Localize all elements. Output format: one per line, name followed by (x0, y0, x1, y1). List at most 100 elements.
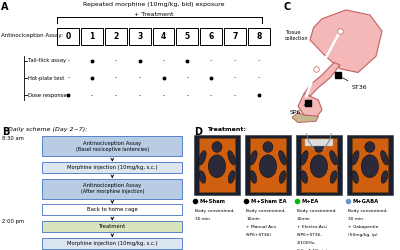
Ellipse shape (351, 150, 359, 165)
Ellipse shape (212, 142, 222, 152)
Ellipse shape (352, 171, 358, 183)
Bar (347, 135, 393, 195)
Ellipse shape (314, 142, 324, 152)
Text: 4: 4 (161, 32, 166, 41)
Text: D: D (194, 127, 202, 137)
Ellipse shape (279, 150, 286, 165)
Text: 30min: 30min (297, 217, 311, 221)
Bar (42, 238, 182, 249)
Text: 3: 3 (137, 32, 142, 41)
Bar (129, 28, 151, 45)
Bar (42, 136, 182, 156)
Text: 6: 6 (208, 32, 214, 41)
Text: Treatment: Treatment (99, 224, 126, 229)
Text: -: - (186, 93, 188, 98)
Text: -: - (210, 93, 212, 98)
Text: 7: 7 (232, 32, 238, 41)
Text: + Manual Acu: + Manual Acu (246, 225, 276, 229)
Bar (81, 28, 103, 45)
Bar (300, 138, 337, 192)
Bar (248, 28, 270, 45)
Text: (50mg/kg, ip): (50mg/kg, ip) (348, 233, 378, 237)
Ellipse shape (310, 155, 328, 178)
Ellipse shape (279, 171, 286, 183)
Text: Body constrained,: Body constrained, (195, 209, 235, 213)
Text: + Gabapentin: + Gabapentin (348, 225, 378, 229)
Text: ST36: ST36 (340, 76, 368, 90)
Text: -: - (115, 93, 117, 98)
Text: (SP6+ST36): (SP6+ST36) (246, 233, 272, 237)
Bar (58, 28, 79, 45)
Text: B: B (2, 127, 9, 137)
Ellipse shape (365, 142, 375, 152)
Bar (305, 138, 333, 146)
Text: C: C (284, 2, 291, 12)
Ellipse shape (199, 171, 206, 183)
Text: M+Sham: M+Sham (200, 199, 226, 204)
Bar (42, 162, 182, 173)
Text: Hot-plate test: Hot-plate test (28, 76, 64, 80)
Ellipse shape (250, 171, 257, 183)
Text: Repeated morphine (10mg/kg, bid) exposure: Repeated morphine (10mg/kg, bid) exposur… (83, 2, 225, 6)
Text: 8: 8 (256, 32, 262, 41)
Text: -: - (234, 58, 236, 64)
Bar (224, 28, 246, 45)
Ellipse shape (250, 150, 257, 165)
Text: Antinociception Assay: Antinociception Assay (83, 183, 142, 188)
Text: -: - (162, 58, 165, 64)
Text: (After morphine injection): (After morphine injection) (80, 189, 144, 194)
Text: 2:00 pm: 2:00 pm (2, 220, 24, 224)
Bar (200, 28, 222, 45)
Ellipse shape (381, 171, 388, 183)
Text: 0.5mA 10min;: 0.5mA 10min; (297, 249, 328, 250)
Ellipse shape (263, 142, 273, 152)
Text: -: - (210, 58, 212, 64)
Text: + Electro-Acu: + Electro-Acu (297, 225, 327, 229)
Text: M+Sham EA: M+Sham EA (251, 199, 286, 204)
Text: Dose response: Dose response (28, 93, 67, 98)
Text: 10min: 10min (246, 217, 260, 221)
Bar (42, 221, 182, 232)
Text: 30 min: 30 min (195, 217, 210, 221)
Text: 30 min: 30 min (348, 217, 363, 221)
Text: 2: 2 (113, 32, 118, 41)
Ellipse shape (208, 155, 226, 178)
Ellipse shape (361, 155, 378, 178)
Polygon shape (310, 10, 382, 72)
Text: -: - (258, 76, 260, 80)
Text: 1: 1 (90, 32, 95, 41)
Polygon shape (292, 112, 318, 122)
Text: Tissue
collection: Tissue collection (285, 30, 308, 40)
Text: -: - (138, 93, 141, 98)
Ellipse shape (330, 171, 337, 183)
Bar (42, 204, 182, 215)
Text: (SP6+ST36,: (SP6+ST36, (297, 233, 323, 237)
Ellipse shape (198, 150, 206, 165)
Text: -: - (138, 76, 141, 80)
Ellipse shape (330, 150, 337, 165)
Text: -: - (234, 76, 236, 80)
Text: -: - (67, 76, 70, 80)
Text: -: - (91, 93, 93, 98)
Text: Back to home cage: Back to home cage (87, 207, 138, 212)
Text: 5: 5 (185, 32, 190, 41)
Text: Morphine injection (10mg/kg, s.c.): Morphine injection (10mg/kg, s.c.) (67, 240, 158, 246)
Bar (105, 28, 127, 45)
Text: + Treatment: + Treatment (134, 12, 174, 18)
Text: Antinociception Assay:: Antinociception Assay: (2, 34, 64, 38)
Ellipse shape (381, 150, 388, 165)
Text: Antinociception Assay: Antinociception Assay (83, 141, 142, 146)
Text: (Basel nociceptive lantencies): (Basel nociceptive lantencies) (76, 146, 149, 152)
Bar (352, 138, 388, 192)
Ellipse shape (259, 155, 277, 178)
Bar (42, 178, 182, 199)
Text: Morphine injection (10mg/kg, s.c.): Morphine injection (10mg/kg, s.c.) (67, 165, 158, 170)
Ellipse shape (301, 171, 308, 183)
Text: Treatment:: Treatment: (206, 127, 246, 132)
Text: A: A (2, 2, 9, 12)
Text: 2/100Hz,: 2/100Hz, (297, 241, 316, 245)
Text: -: - (234, 93, 236, 98)
Text: -: - (258, 58, 260, 64)
Text: SP6: SP6 (290, 104, 306, 115)
Text: Body constrained,: Body constrained, (246, 209, 286, 213)
